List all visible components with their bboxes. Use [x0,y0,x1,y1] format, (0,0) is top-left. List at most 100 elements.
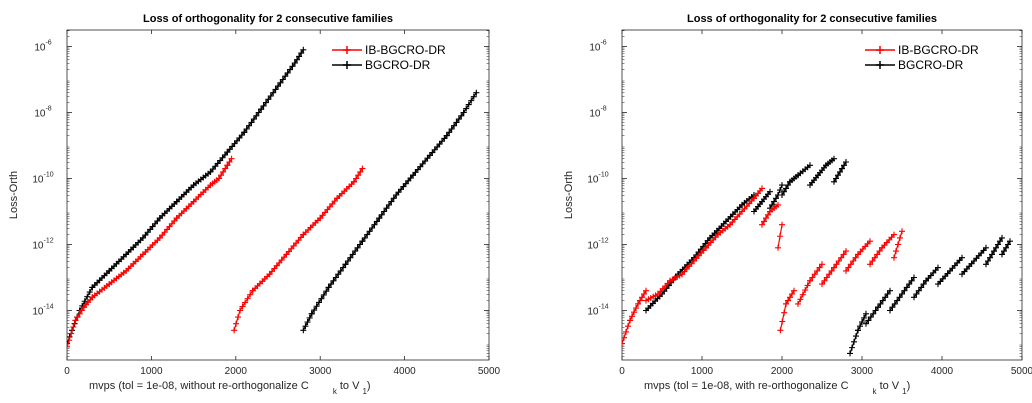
data-point [378,211,385,218]
data-point [304,319,311,326]
x-tick-label: 4000 [393,366,416,377]
data-point [330,277,337,284]
data-point [863,320,869,327]
data-point [335,271,342,278]
data-point [851,338,857,345]
y-tick-label: 10-6 [589,40,606,54]
data-point [897,234,903,241]
data-point [284,69,291,76]
data-point [353,175,360,182]
data-point [376,215,383,222]
data-point [850,258,857,264]
data-point [344,258,351,264]
data-point [253,112,260,119]
data-point [847,261,854,268]
data-point [270,89,277,96]
x-tick-label: 0 [64,366,70,377]
data-point [237,307,244,314]
data-point [787,294,793,301]
data-point [838,254,845,261]
data-point [903,284,910,291]
data-point [67,340,70,347]
data-point [887,287,893,294]
series-IB-BGCRO-DR [622,185,905,347]
legend-label: IB-BGCRO-DR [898,43,979,57]
data-point [763,215,769,222]
data-point [625,323,631,330]
legend-marker [343,61,351,69]
data-point [355,172,362,179]
data-point [354,244,361,251]
data-point [629,313,635,320]
data-point [76,310,83,317]
legend-box [857,36,1017,76]
y-tick-label: 10-6 [34,40,51,54]
data-point [857,323,863,330]
data-point [289,63,296,70]
data-point [870,310,877,317]
data-point [884,291,891,297]
data-point [985,258,991,264]
legend-label: BGCRO-DR [365,58,431,72]
data-point [453,119,460,126]
data-point [995,241,1001,248]
data-point [840,251,847,258]
legend-marker [876,46,884,54]
data-point [807,277,813,284]
data-point [470,93,477,100]
data-point [807,162,813,169]
data-point [267,93,274,99]
data-point [843,267,849,274]
data-point [852,254,859,261]
data-point [293,56,300,63]
data-point [247,291,254,298]
data-point [759,185,765,192]
data-point [828,267,835,274]
data-point [465,101,472,108]
data-point [313,303,320,310]
data-point [302,323,309,330]
data-point [767,188,773,195]
x-tick-label: 2000 [225,366,248,377]
data-point [356,241,363,248]
data-point [901,287,908,294]
data-point [831,264,837,271]
data-point [777,233,783,240]
data-point [779,318,786,325]
data-point [819,261,825,268]
data-point [891,231,897,238]
data-point [320,291,327,298]
data-point [298,50,305,57]
data-point [779,221,785,228]
data-point [773,195,779,202]
data-point [821,277,828,284]
data-point [366,228,373,235]
x-tick-label: 5000 [1011,366,1032,377]
plot-frame [621,29,1023,361]
data-point [635,300,641,307]
data-point [282,73,289,80]
data-point [891,300,898,307]
data-point [785,297,791,304]
legend-marker [343,46,351,54]
data-point [789,291,795,297]
data-point [328,281,335,288]
data-point [296,53,303,60]
data-point [893,248,899,255]
data-point [631,309,637,316]
data-point [347,254,354,261]
data-point [359,165,366,172]
data-point [906,281,913,288]
data-point [809,274,816,281]
data-point [833,261,840,268]
chart-panel-2: Loss of orthogonality for 2 consecutive … [563,13,1032,396]
x-tick-label: 5000 [478,366,501,377]
x-tick-label: 1000 [140,366,163,377]
data-point [855,327,861,334]
data-point [785,182,791,189]
data-point [67,337,73,344]
data-point [841,162,847,169]
series-line [233,168,363,331]
